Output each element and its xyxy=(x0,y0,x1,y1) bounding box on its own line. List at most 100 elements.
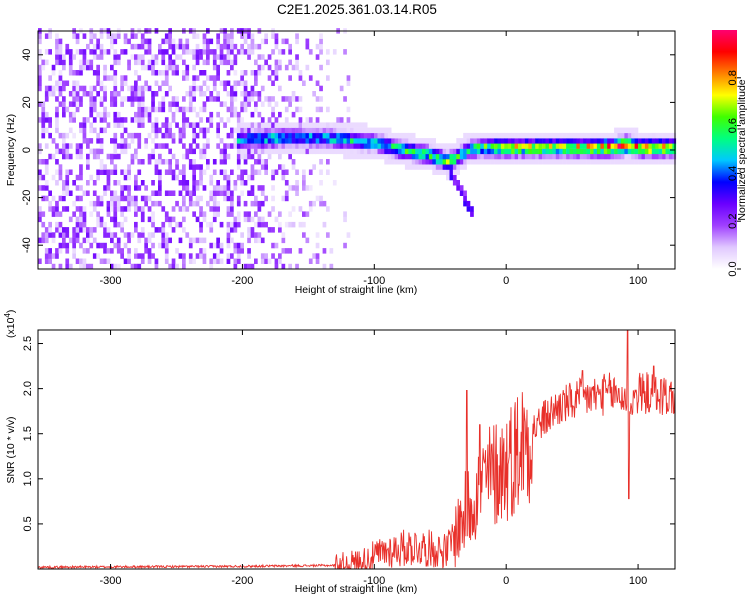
spectrogram-cell xyxy=(147,237,152,244)
spectrogram-cell xyxy=(233,216,238,223)
spectrogram-cell xyxy=(295,54,299,60)
spectrogram-cell xyxy=(284,117,289,123)
spectrogram-cell xyxy=(65,227,70,233)
spectrogram-cell xyxy=(168,54,172,60)
spectrogram-cell xyxy=(329,143,334,149)
spectrogram-cell xyxy=(236,127,241,134)
spectrogram-cell xyxy=(254,43,258,50)
spectrogram-cell xyxy=(346,132,351,139)
spectrogram-cell xyxy=(542,143,546,149)
spectrogram-cell xyxy=(240,190,244,196)
spectrogram-cell xyxy=(192,164,196,170)
spectrogram-cell xyxy=(384,153,388,160)
spectrogram-cell xyxy=(247,127,251,134)
spectrogram-cell xyxy=(68,101,73,107)
spectrogram-cell xyxy=(267,227,272,233)
spectrogram-cell xyxy=(572,153,577,160)
spectrogram-cell xyxy=(308,258,313,264)
spectrogram-cell xyxy=(559,148,563,155)
spectrogram-cell xyxy=(391,132,395,139)
spectrogram-cell xyxy=(243,180,248,186)
spectrogram-cell xyxy=(641,132,646,139)
spectrogram-cell xyxy=(182,263,186,270)
spectrogram-cell xyxy=(644,148,649,155)
spectrogram-cell xyxy=(466,132,471,139)
spectrogram-cell xyxy=(264,164,268,170)
spectrogram-cell xyxy=(44,258,49,264)
spectrogram-cell xyxy=(68,190,73,196)
spectrogram-cell xyxy=(500,138,505,144)
spectrogram-cell xyxy=(312,127,316,134)
spectrogram-cell xyxy=(216,242,220,249)
spectrogram-cell xyxy=(470,132,474,139)
spectrogram-cell xyxy=(655,132,659,139)
spectrogram-cell xyxy=(202,169,207,175)
spectrogram-cell xyxy=(144,49,148,55)
spectrogram-cell xyxy=(48,91,52,97)
spectrogram-cell xyxy=(79,64,83,71)
spectrogram-cell xyxy=(449,169,454,175)
spectrogram-cell xyxy=(161,159,166,165)
spectrogram-cell xyxy=(398,159,402,165)
spectrogram-cell xyxy=(120,206,124,212)
spectrogram-cell xyxy=(58,54,63,60)
spectrogram-cell xyxy=(617,138,622,144)
spectrogram-cell xyxy=(127,164,131,170)
spectrogram-cell xyxy=(278,253,282,259)
spectrogram-cell xyxy=(240,106,244,113)
spectrogram-cell xyxy=(291,138,296,144)
spectrogram-cell xyxy=(243,106,248,113)
spectrogram-cell xyxy=(164,211,169,217)
spectrogram-cell xyxy=(41,64,46,71)
spectrogram-cell xyxy=(590,159,594,165)
spectrogram-cell xyxy=(178,54,183,60)
spectrogram-cell xyxy=(603,159,608,165)
spectrogram-cell xyxy=(58,43,63,50)
spectrogram-cell xyxy=(110,96,114,102)
spectrogram-cell xyxy=(92,70,97,76)
spectrogram-cell xyxy=(271,169,275,175)
spectrogram-cell xyxy=(127,237,131,244)
spectrogram-cell xyxy=(151,148,155,155)
spectrogram-cell xyxy=(624,143,629,149)
spectrogram-cell xyxy=(62,242,66,249)
spectrogram-cell xyxy=(226,258,231,264)
spectrogram-cell xyxy=(284,180,289,186)
spectrogram-cell xyxy=(144,43,148,50)
spectrogram-cell xyxy=(140,59,145,66)
spectrogram-cell xyxy=(110,237,114,244)
spectrogram-cell xyxy=(452,180,457,186)
spectrogram-cell xyxy=(192,96,196,102)
spectrogram-cell xyxy=(319,49,323,55)
spectrogram-cell xyxy=(41,195,46,202)
spectrogram-cell xyxy=(470,159,474,165)
spectrogram-cell xyxy=(308,143,313,149)
spectrogram-cell xyxy=(134,263,138,270)
spectrogram-cell xyxy=(291,221,296,228)
spectrogram-cell xyxy=(548,159,553,165)
spectrogram-cell xyxy=(216,253,220,259)
spectrogram-cell xyxy=(240,248,244,254)
spectrogram-cell xyxy=(106,174,111,181)
spectrogram-cell xyxy=(151,54,155,60)
spectrogram-cell xyxy=(315,127,320,134)
spectrogram-cell xyxy=(106,200,111,207)
spectrogram-cell xyxy=(223,85,227,92)
spectrogram-cell xyxy=(432,164,436,170)
spectrogram-cell xyxy=(140,106,145,113)
spectrogram-cell xyxy=(644,153,649,160)
spectrogram-cell xyxy=(188,242,193,249)
spectrogram-cell xyxy=(216,211,220,217)
spectrogram-cell xyxy=(627,153,632,160)
spectrogram-cell xyxy=(168,38,172,45)
spectrogram-cell xyxy=(58,91,63,97)
spectrogram-cell xyxy=(134,59,138,66)
spectrogram-cell xyxy=(456,153,460,160)
spectrogram-cell xyxy=(110,169,114,175)
spectrogram-cell xyxy=(343,242,347,249)
spectrogram-cell xyxy=(401,153,406,160)
spectrogram-cell xyxy=(466,138,471,144)
spectrogram-cell xyxy=(202,49,207,55)
spectrogram-cell xyxy=(58,242,63,249)
spectrogram-cell xyxy=(377,148,382,155)
